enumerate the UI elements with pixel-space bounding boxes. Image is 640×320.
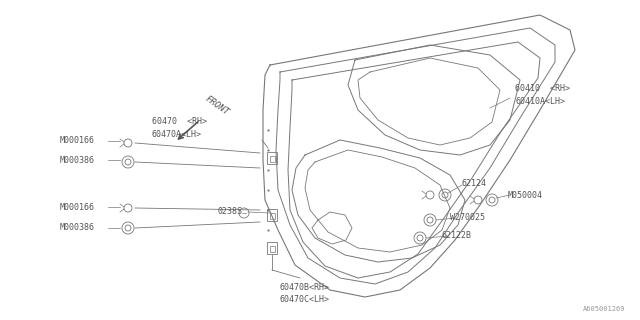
Text: M050004: M050004: [508, 191, 543, 201]
Text: FRONT: FRONT: [203, 94, 230, 117]
Text: 60410  <RH>
60410A<LH>: 60410 <RH> 60410A<LH>: [515, 84, 570, 106]
Bar: [267, 152, 277, 164]
Bar: [267, 242, 277, 254]
Bar: [270, 246, 275, 252]
Text: 62124: 62124: [462, 179, 487, 188]
Text: A605001269: A605001269: [582, 306, 625, 312]
Bar: [270, 156, 275, 162]
Text: M000386: M000386: [60, 156, 95, 164]
Text: 60470B<RH>
60470C<LH>: 60470B<RH> 60470C<LH>: [280, 283, 330, 305]
Text: W270025: W270025: [450, 213, 485, 222]
Bar: [270, 213, 275, 219]
Text: M000386: M000386: [60, 223, 95, 233]
Text: 60470  <RH>
60470A<LH>: 60470 <RH> 60470A<LH>: [152, 117, 207, 139]
Text: 62122B: 62122B: [442, 231, 472, 241]
Bar: [267, 209, 277, 221]
Text: 0238S: 0238S: [218, 206, 243, 215]
Text: M000166: M000166: [60, 203, 95, 212]
Text: M000166: M000166: [60, 135, 95, 145]
